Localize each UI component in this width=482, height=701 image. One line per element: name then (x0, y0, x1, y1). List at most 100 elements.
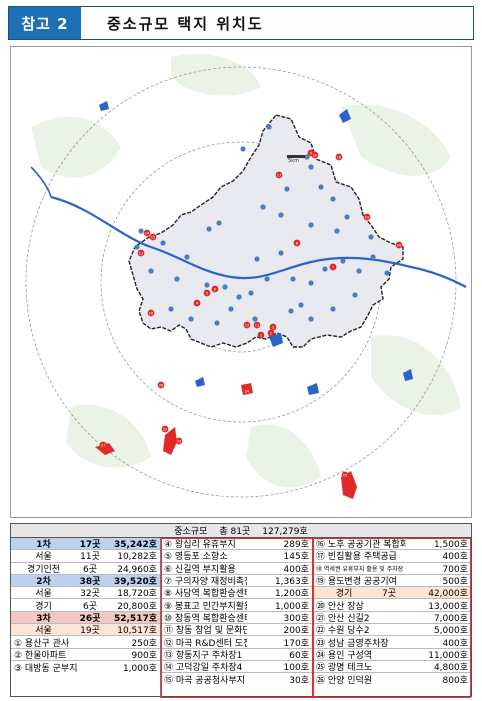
red-site-marker-label: 23 (177, 440, 182, 444)
blue-site-marker[interactable] (308, 280, 314, 286)
blue-site-marker[interactable] (260, 204, 266, 210)
table-row: 경기 7곳 42,000호 (313, 587, 471, 600)
blue-site-marker[interactable] (222, 284, 228, 290)
table-row: ㉓ 성남 금영주차장 400호 (313, 636, 471, 649)
blue-site-marker[interactable] (284, 186, 290, 192)
table-row: ⑲ 용도변경 공공기여 500호 (313, 575, 471, 588)
red-site-marker[interactable]: 20 (395, 241, 403, 249)
red-site-marker[interactable]: 15 (149, 233, 157, 241)
blue-site-marker[interactable] (148, 268, 154, 274)
blue-site-marker[interactable] (322, 266, 328, 272)
blue-site-marker[interactable] (228, 306, 234, 312)
red-site-marker[interactable]: 6 (211, 285, 219, 293)
blue-site-marker[interactable] (352, 292, 358, 298)
table-total-value: 127,279호 (262, 527, 308, 537)
blue-site-marker[interactable] (330, 196, 336, 202)
red-site-marker-label: 11 (255, 324, 260, 328)
red-site-marker[interactable]: 3 (269, 323, 277, 331)
blue-site-marker[interactable] (216, 220, 222, 226)
blue-site-marker[interactable] (318, 184, 324, 190)
red-site-marker-label: 26 (159, 384, 164, 388)
table-row: ⑧ 사당역 복합환승센터 1,200호 (161, 587, 312, 600)
red-site-marker[interactable]: 22 (161, 425, 169, 433)
table-row: ⑳ 안산 장상 13,000호 (313, 599, 471, 612)
red-site-marker-label: 20 (397, 244, 402, 248)
table-row: 2차 38곳 39,520호 (11, 574, 160, 588)
table-row: 서울 19곳 10,517호 (11, 624, 160, 637)
table-row: ⑦ 구의자양 재정비촉진11,363호 (161, 575, 312, 588)
red-site-marker-label: 22 (163, 428, 168, 432)
red-site-marker[interactable]: 5 (203, 289, 211, 297)
blue-site-marker[interactable] (298, 302, 304, 308)
red-site-marker[interactable]: 4 (193, 299, 201, 307)
table-row: ⑮ 마곡 공공청사부지 30호 (164, 675, 309, 686)
red-site-marker[interactable]: 19 (363, 213, 371, 221)
blue-site-marker[interactable] (334, 228, 340, 234)
red-site-marker[interactable]: 17 (275, 171, 283, 179)
red-site-marker[interactable]: 7 (329, 263, 337, 271)
blue-site-marker[interactable] (384, 270, 390, 276)
red-site-marker-label: 16 (149, 312, 154, 316)
red-site-marker[interactable]: 10 (311, 151, 319, 159)
blue-site-marker[interactable] (138, 228, 144, 234)
red-site-marker[interactable]: 25 (341, 471, 349, 479)
blue-site-marker[interactable] (340, 258, 346, 264)
blue-site-marker[interactable] (188, 316, 194, 322)
red-site-marker-label: 12 (245, 324, 250, 328)
table-row: 서울 11곳 10,282호 (11, 550, 160, 563)
blue-site-marker[interactable] (174, 276, 180, 282)
red-site-marker[interactable]: 12 (243, 321, 251, 329)
blue-site-marker[interactable] (240, 146, 246, 152)
blue-site-marker[interactable] (330, 306, 336, 312)
red-site-marker[interactable]: 2 (267, 329, 275, 337)
blue-site-marker[interactable] (368, 234, 374, 240)
blue-site-marker[interactable] (288, 308, 294, 314)
red-site-marker[interactable]: 21 (99, 441, 107, 449)
red-site-marker[interactable]: 13 (137, 249, 145, 257)
blue-site-marker[interactable] (160, 240, 166, 246)
blue-site-marker[interactable] (278, 250, 284, 256)
blue-site-marker[interactable] (290, 276, 296, 282)
red-site-marker[interactable]: 8 (293, 239, 301, 247)
blue-site-marker[interactable] (308, 164, 314, 170)
blue-site-marker[interactable] (344, 214, 350, 220)
red-site-marker[interactable]: 23 (175, 437, 183, 445)
blue-site-marker[interactable] (278, 212, 284, 218)
blue-site-marker[interactable] (266, 124, 272, 130)
red-site-marker[interactable]: 18 (335, 153, 343, 161)
red-site-marker[interactable]: 14 (143, 229, 151, 237)
red-site-marker[interactable]: 1 (257, 331, 265, 339)
blue-site-marker[interactable] (308, 316, 314, 322)
blue-site-marker[interactable] (134, 244, 140, 250)
blue-site-marker[interactable] (184, 254, 190, 260)
table-row: ⑬ 항동지구 주차장1 60호 (161, 649, 312, 661)
table-row: ㉔ 용인 구성역 11,000호 (313, 649, 471, 661)
blue-site-marker[interactable] (308, 222, 314, 228)
blue-site-marker[interactable] (254, 256, 260, 262)
blue-site-marker[interactable] (248, 290, 254, 296)
blue-site-marker[interactable] (304, 154, 310, 160)
red-site-marker[interactable]: 11 (253, 321, 261, 329)
table-row: ② 한울아파트 900호 (11, 649, 160, 661)
red-site-marker[interactable]: 24 (243, 387, 251, 395)
blue-site-marker[interactable] (264, 276, 270, 282)
table-row: ⑩ 창동역 복합환승센터 300호 (161, 612, 312, 625)
blue-site-marker[interactable] (252, 316, 258, 322)
blue-site-marker[interactable] (370, 254, 376, 260)
blue-site-marker[interactable] (214, 320, 220, 326)
table-header: 중소규모 총 81곳 127,279호 (11, 524, 471, 538)
table-row: ㉒ 수원 당수2 5,000호 (313, 624, 471, 637)
red-site-marker-label: 9 (310, 152, 313, 156)
red-site-marker[interactable]: 26 (157, 381, 165, 389)
red-site-marker[interactable]: 16 (147, 309, 155, 317)
red-site-marker-label: 18 (337, 156, 342, 160)
site-location-map[interactable]: 1 2 3 4 5 6 7 8 9 10 11 12 13 14 15 16 17 18 19 20 21 22 23 24 2… (10, 46, 472, 518)
blue-site-marker[interactable] (206, 226, 212, 232)
red-site-marker-label: 17 (277, 174, 282, 178)
blue-site-marker[interactable] (168, 306, 174, 312)
blue-site-marker[interactable] (204, 282, 210, 288)
blue-site-marker[interactable] (356, 268, 362, 274)
blue-site-marker[interactable] (236, 294, 242, 300)
table-row: ④ 왕십리 유휴부지 289호 (161, 538, 312, 551)
